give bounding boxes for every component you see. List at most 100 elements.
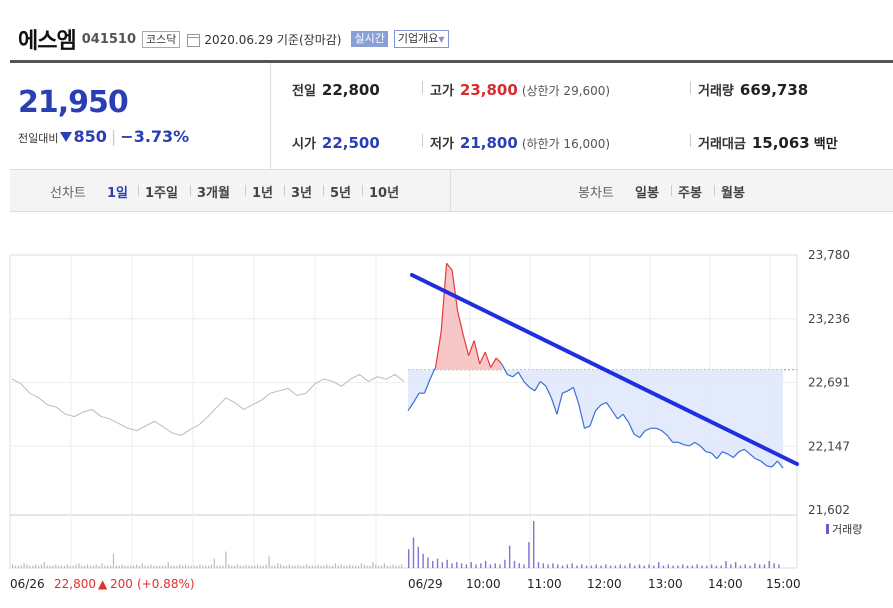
- volume-bar-prev: [84, 565, 86, 568]
- volume-bar-today: [710, 564, 713, 568]
- volume-bar-prev: [124, 565, 126, 568]
- volume-bar-prev: [331, 565, 334, 568]
- volume-bar-today: [605, 564, 607, 568]
- volume-bar-prev: [46, 565, 48, 568]
- volume-bar-prev: [285, 565, 288, 568]
- volume-bar-today: [581, 564, 583, 568]
- volume-bar-prev: [395, 565, 397, 568]
- volume-bar-prev: [118, 565, 120, 568]
- price-segment: [412, 392, 420, 403]
- company-overview-button[interactable]: 기업개요▼: [393, 30, 449, 48]
- price-segment: [771, 460, 778, 468]
- volume-bar-prev: [355, 565, 357, 568]
- volume-bar-today: [706, 565, 708, 568]
- volume-bar-prev: [210, 564, 213, 568]
- volume-bar-prev: [29, 565, 31, 568]
- tab-10year[interactable]: 10년: [369, 186, 400, 201]
- tab-1week[interactable]: 1주일: [145, 186, 178, 201]
- stock-name: 에스엠: [18, 29, 77, 54]
- price-segment: [732, 451, 740, 458]
- tab-1year[interactable]: 1년: [252, 186, 274, 201]
- volume-bar-prev: [141, 563, 143, 568]
- volume-bar-today: [715, 565, 718, 568]
- volume-bar-today: [513, 560, 516, 568]
- volume-bar-today: [744, 564, 746, 568]
- tab-1day[interactable]: 1일: [107, 186, 129, 201]
- price-segment: [727, 453, 734, 459]
- volume-bar-prev: [259, 565, 262, 568]
- volume-bar-prev: [205, 565, 207, 568]
- volume-bar-today: [609, 565, 612, 568]
- price-segment: [716, 451, 723, 460]
- price-summary: 21,950 전일대비 850 | −3.73% 전일 22,800 시가 22,500 …: [10, 63, 893, 170]
- volume-bar-today: [460, 563, 463, 568]
- volume-bar-prev: [268, 556, 270, 568]
- volume-bar-prev: [182, 565, 184, 568]
- y-axis-labels: 23,780 23,236 22,691 22,147 21,602: [808, 248, 850, 517]
- y-tick-label: 23,236: [808, 312, 850, 326]
- line-chart-label: 선차트: [50, 186, 86, 201]
- y-tick-label: 22,691: [808, 376, 850, 390]
- volume-bar-prev: [216, 565, 218, 568]
- volume-bar-today: [432, 560, 434, 568]
- volume-bars: [12, 521, 780, 568]
- volume-bar-prev: [363, 564, 365, 568]
- price-segment: [434, 332, 442, 368]
- price-segment: [699, 445, 707, 453]
- tab-daily[interactable]: 일봉: [635, 186, 659, 201]
- chart-lines: [11, 262, 784, 469]
- volume-bar-prev: [69, 565, 71, 568]
- volume-bar-prev: [231, 565, 233, 568]
- tab-3month[interactable]: 3개월: [197, 186, 230, 201]
- volume-bar-prev: [89, 565, 92, 568]
- trend-line: [410, 273, 799, 466]
- change-rate: −3.73%: [120, 127, 190, 146]
- volume-bar-today: [763, 564, 766, 568]
- prev-day-rate: (+0.88%): [137, 577, 195, 591]
- tab-3year[interactable]: 3년: [291, 186, 313, 201]
- volume-bar-prev: [233, 565, 236, 568]
- volume-bar-prev: [277, 563, 279, 568]
- price-segment: [517, 371, 525, 382]
- volume-bar-today: [427, 557, 429, 568]
- price-segment: [666, 434, 674, 443]
- price-segment: [462, 334, 470, 356]
- volume-bar-today: [633, 565, 636, 568]
- price-segment: [617, 413, 624, 420]
- realtime-button[interactable]: 실시간: [351, 31, 388, 47]
- volume-bar-prev: [66, 564, 68, 568]
- price-segment: [710, 452, 718, 460]
- volume-bar-today: [566, 564, 569, 568]
- volume-bar-prev: [306, 564, 308, 568]
- volume-bar-prev: [144, 565, 146, 568]
- volume-bar-prev: [167, 562, 169, 568]
- price-segment: [744, 448, 751, 455]
- volume-bar-prev: [265, 564, 267, 568]
- price-segment: [677, 441, 684, 446]
- volume-bar-prev: [334, 563, 337, 568]
- price-segment: [595, 404, 602, 412]
- volume-bar-prev: [245, 564, 247, 568]
- volume-bar-prev: [81, 565, 83, 568]
- volume-bar-prev: [52, 565, 54, 568]
- volume-bar-prev: [72, 565, 74, 568]
- volume-bar-prev: [239, 565, 241, 568]
- tab-weekly[interactable]: 주봉: [678, 186, 702, 201]
- volume-bar-prev: [61, 565, 63, 568]
- volume-bar-prev: [340, 564, 342, 568]
- price-segment: [633, 433, 640, 439]
- volume-bar-today: [778, 564, 780, 568]
- volume-bar-prev: [219, 565, 221, 568]
- volume-bar-prev: [153, 565, 155, 568]
- tab-5year[interactable]: 5년: [330, 186, 352, 201]
- stock-header: 에스엠 041510 코스닥 2020.06.29 기준(장마감) 실시간 기업…: [18, 24, 449, 54]
- price-segment: [468, 340, 475, 356]
- volume-bar-today: [749, 565, 751, 568]
- tab-monthly[interactable]: 월봉: [721, 186, 745, 201]
- volume-bar-prev: [179, 564, 181, 568]
- volume-bar-prev: [262, 565, 264, 568]
- price-segment: [495, 357, 503, 365]
- price-segment: [606, 402, 613, 412]
- volume-bar-today: [552, 563, 554, 568]
